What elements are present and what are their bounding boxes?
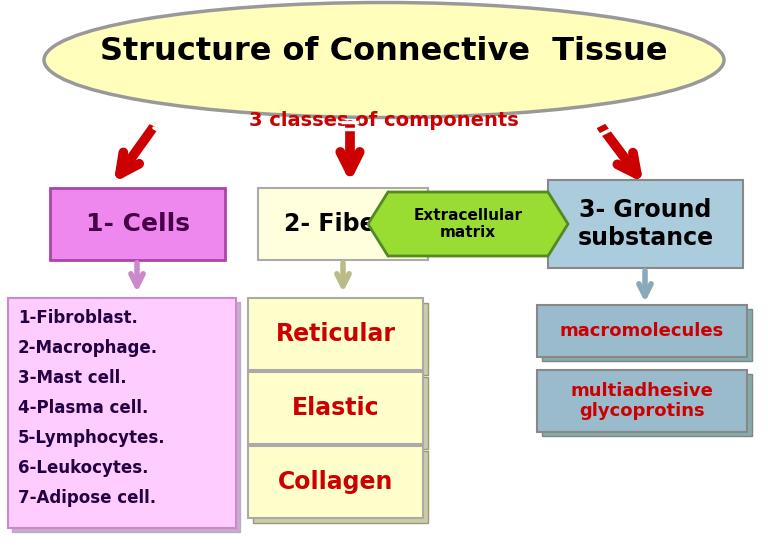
Bar bbox=[12, 302, 240, 532]
Text: 6-Leukocytes.: 6-Leukocytes. bbox=[18, 459, 148, 477]
Bar bbox=[537, 305, 747, 357]
Text: 2-Macrophage.: 2-Macrophage. bbox=[18, 339, 158, 357]
Bar bbox=[50, 188, 225, 260]
Text: Structure of Connective  Tissue: Structure of Connective Tissue bbox=[101, 37, 667, 67]
Polygon shape bbox=[368, 192, 568, 256]
Text: Elastic: Elastic bbox=[292, 396, 379, 420]
Bar bbox=[542, 309, 752, 361]
Bar bbox=[537, 370, 747, 432]
Bar bbox=[248, 372, 423, 444]
Bar bbox=[542, 374, 752, 436]
Text: 3- Ground
substance: 3- Ground substance bbox=[578, 198, 713, 250]
Text: Reticular: Reticular bbox=[276, 322, 396, 346]
Bar bbox=[548, 180, 743, 268]
Text: 3 classes of components: 3 classes of components bbox=[249, 111, 519, 129]
Bar bbox=[248, 298, 423, 370]
Bar bbox=[253, 377, 428, 449]
Text: 2- Fibers: 2- Fibers bbox=[284, 212, 402, 236]
Bar bbox=[253, 451, 428, 523]
Bar bbox=[8, 298, 236, 528]
Text: 1-Fibroblast.: 1-Fibroblast. bbox=[18, 309, 138, 327]
Text: Extracellular
matrix: Extracellular matrix bbox=[413, 208, 522, 240]
Text: 5-Lymphocytes.: 5-Lymphocytes. bbox=[18, 429, 166, 447]
Bar bbox=[253, 303, 428, 375]
Bar bbox=[258, 188, 428, 260]
Text: Collagen: Collagen bbox=[278, 470, 393, 494]
Bar bbox=[248, 446, 423, 518]
Text: 4-Plasma cell.: 4-Plasma cell. bbox=[18, 399, 148, 417]
Ellipse shape bbox=[44, 3, 724, 117]
Text: 1- Cells: 1- Cells bbox=[85, 212, 190, 236]
Text: 3-Mast cell.: 3-Mast cell. bbox=[18, 369, 127, 387]
Text: 7-Adipose cell.: 7-Adipose cell. bbox=[18, 489, 156, 507]
Text: macromolecules: macromolecules bbox=[560, 322, 724, 340]
Text: multiadhesive
glycoprotins: multiadhesive glycoprotins bbox=[571, 381, 713, 420]
